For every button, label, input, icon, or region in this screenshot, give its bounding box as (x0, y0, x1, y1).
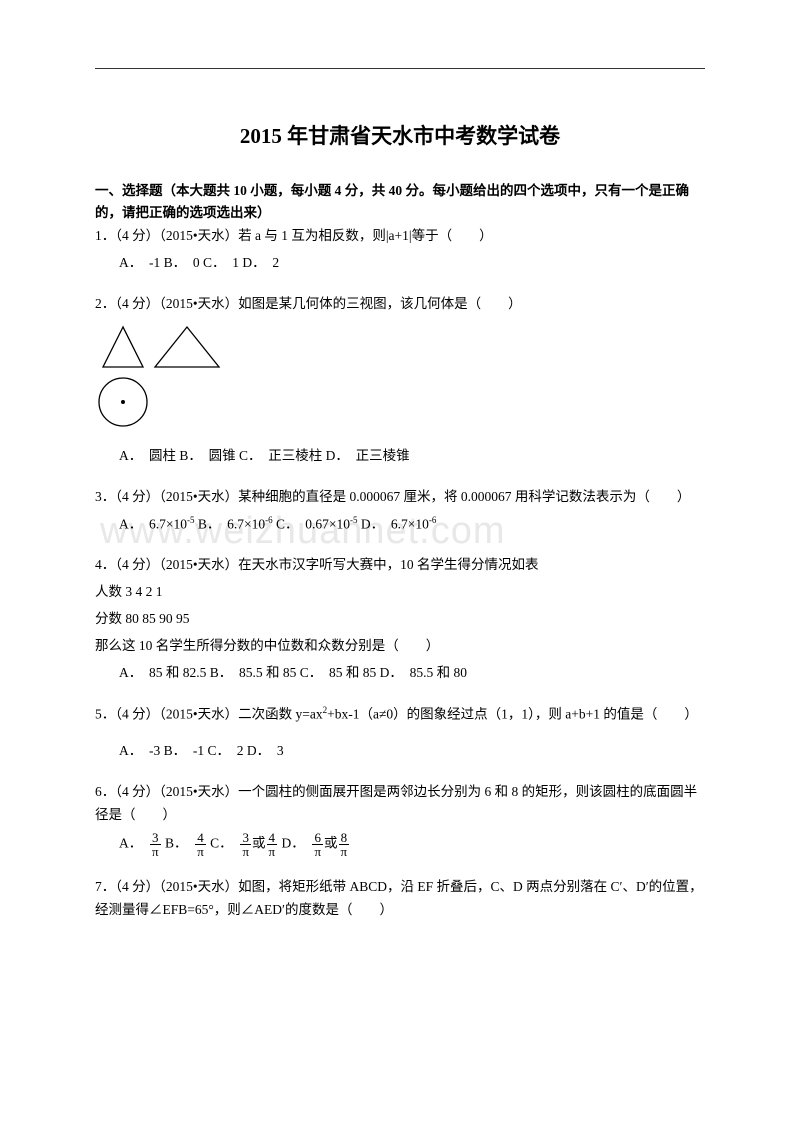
q3-options: A． 6.7×10-5 B． 6.7×10-6 C． 0.67×10-5 D． … (95, 513, 705, 536)
q5-options: A． -3 B． -1 C． 2 D． 3 (95, 740, 705, 763)
q6-text: 6．（4 分）（2015•天水）一个圆柱的侧面展开图是两邻边长分别为 6 和 8… (95, 781, 705, 827)
opt-c: C． 0.67×10 (273, 516, 350, 531)
triangle-icon (155, 327, 219, 367)
exp: -6 (429, 515, 437, 525)
or-text: 或 (324, 836, 338, 851)
fraction: 8π (339, 831, 350, 858)
fraction: 6π (312, 831, 323, 858)
q5-text: 5．（4 分）（2015•天水）二次函数 y=ax2+bx-1（a≠0）的图象经… (95, 703, 705, 726)
fraction: 3π (150, 831, 161, 858)
fraction: 4π (195, 831, 206, 858)
q4-row2: 分数 80 85 90 95 (95, 608, 705, 631)
q4-options: A． 85 和 82.5 B． 85.5 和 85 C． 85 和 85 D． … (95, 662, 705, 685)
opt-b: B． 6.7×10 (195, 516, 266, 531)
or-text: 或 (252, 836, 266, 851)
q2-options: A． 圆柱 B． 圆锥 C． 正三棱柱 D． 正三棱锥 (95, 445, 705, 468)
q1-text: 1．（4 分）（2015•天水）若 a 与 1 互为相反数，则|a+1|等于（ … (95, 225, 705, 248)
page-title: 2015 年甘肃省天水市中考数学试卷 (95, 120, 705, 150)
q6-options: A． 3π B． 4π C． 3π或4π D． 6π或8π (95, 831, 705, 858)
exp: -6 (265, 515, 273, 525)
fraction: 4π (267, 831, 278, 858)
q5-a: 5．（4 分）（2015•天水）二次函数 y=ax (95, 707, 323, 722)
opt-a: A． 6.7×10 (119, 516, 187, 531)
q7-text: 7．（4 分）（2015•天水）如图，将矩形纸带 ABCD，沿 EF 折叠后，C… (95, 876, 705, 922)
opt-d-label: D． (278, 836, 311, 851)
opt-d: D． 6.7×10 (358, 516, 429, 531)
section-heading: 一、选择题（本大题共 10 小题，每小题 4 分，共 40 分。每小题给出的四个… (95, 180, 705, 223)
q4-text: 4．（4 分）（2015•天水）在天水市汉字听写大赛中，10 名学生得分情况如表 (95, 554, 705, 577)
exp: -5 (350, 515, 358, 525)
top-rule (95, 68, 705, 69)
three-view-diagram (95, 322, 235, 432)
opt-b-label: B． (162, 836, 195, 851)
q3-text: 3．（4 分）（2015•天水）某种细胞的直径是 0.000067 厘米，将 0… (95, 486, 705, 509)
fraction: 3π (240, 831, 251, 858)
exp: -5 (187, 515, 195, 525)
q4-text2: 那么这 10 名学生所得分数的中位数和众数分别是（ ） (95, 635, 705, 658)
opt-c-label: C． (207, 836, 240, 851)
q2-text: 2．（4 分）（2015•天水）如图是某几何体的三视图，该几何体是（ ） (95, 293, 705, 316)
triangle-icon (103, 327, 143, 367)
q5-b: +bx-1（a≠0）的图象经过点（1，1），则 a+b+1 的值是（ ） (327, 707, 698, 722)
q2-diagram (95, 322, 705, 437)
dot-icon (121, 400, 125, 404)
q4-row1: 人数 3 4 2 1 (95, 581, 705, 604)
opt-a-label: A． (119, 836, 149, 851)
q1-options: A． -1 B． 0 C． 1 D． 2 (95, 252, 705, 275)
